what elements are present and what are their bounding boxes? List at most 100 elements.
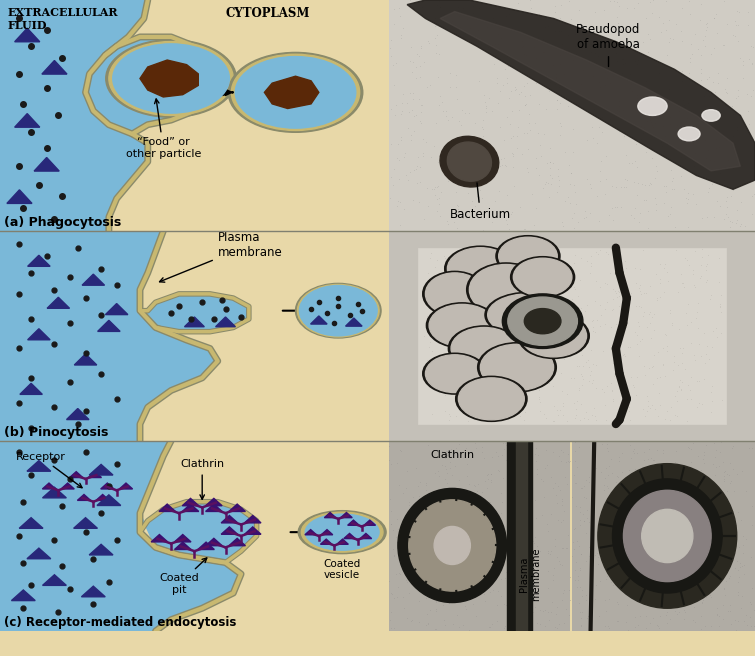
Polygon shape [34, 157, 59, 171]
Polygon shape [42, 575, 66, 585]
Text: (a) Phagocytosis: (a) Phagocytosis [4, 216, 121, 228]
Polygon shape [19, 518, 43, 528]
Ellipse shape [300, 285, 378, 336]
Ellipse shape [297, 285, 379, 337]
Circle shape [231, 54, 359, 131]
Bar [507, 441, 532, 631]
Circle shape [305, 514, 379, 550]
Ellipse shape [447, 142, 492, 181]
Text: Coated
pit: Coated pit [159, 558, 207, 595]
Polygon shape [61, 483, 74, 489]
Ellipse shape [521, 315, 587, 357]
Polygon shape [82, 274, 104, 285]
Polygon shape [77, 495, 91, 501]
Polygon shape [205, 539, 222, 546]
Text: Clathrin: Clathrin [430, 450, 474, 461]
Polygon shape [360, 533, 371, 539]
Polygon shape [229, 539, 245, 546]
Ellipse shape [518, 314, 590, 358]
Polygon shape [229, 504, 245, 512]
Text: Clathrin: Clathrin [180, 459, 224, 499]
Polygon shape [205, 499, 222, 506]
Polygon shape [341, 512, 353, 518]
Polygon shape [140, 294, 249, 332]
Polygon shape [7, 190, 32, 203]
Polygon shape [325, 512, 336, 518]
Polygon shape [97, 495, 121, 506]
Polygon shape [74, 518, 97, 528]
Polygon shape [14, 113, 40, 127]
Polygon shape [96, 495, 109, 501]
Polygon shape [42, 487, 66, 498]
Text: Plasma
membrane: Plasma membrane [159, 231, 282, 282]
Polygon shape [174, 542, 191, 550]
Circle shape [106, 40, 236, 117]
Ellipse shape [485, 293, 571, 337]
Polygon shape [28, 329, 50, 340]
Ellipse shape [295, 283, 381, 338]
Circle shape [678, 127, 700, 141]
Bar [418, 248, 726, 424]
Polygon shape [14, 28, 40, 42]
Polygon shape [159, 504, 175, 512]
Circle shape [598, 464, 737, 608]
Ellipse shape [448, 248, 513, 290]
Polygon shape [321, 529, 333, 535]
Ellipse shape [470, 264, 543, 315]
Polygon shape [69, 472, 83, 478]
Circle shape [642, 509, 693, 563]
Polygon shape [106, 304, 128, 315]
Polygon shape [20, 383, 42, 394]
Polygon shape [42, 483, 56, 489]
Text: Plasma
membrane: Plasma membrane [519, 547, 541, 601]
Polygon shape [245, 516, 261, 523]
Ellipse shape [508, 297, 578, 345]
Ellipse shape [513, 258, 572, 296]
Polygon shape [27, 548, 51, 559]
Ellipse shape [502, 294, 583, 348]
Circle shape [624, 490, 711, 582]
Ellipse shape [448, 326, 519, 371]
Polygon shape [174, 535, 191, 542]
Ellipse shape [510, 256, 575, 298]
Circle shape [298, 510, 386, 554]
Text: Pseudopod
of amoeba: Pseudopod of amoeba [576, 23, 641, 66]
Polygon shape [97, 320, 120, 331]
Polygon shape [310, 316, 327, 324]
Ellipse shape [456, 377, 527, 421]
Polygon shape [11, 590, 35, 601]
Ellipse shape [496, 236, 560, 277]
Text: CYTOPLASM: CYTOPLASM [226, 7, 310, 20]
Polygon shape [74, 354, 97, 365]
Ellipse shape [478, 342, 556, 392]
Text: Bacterium: Bacterium [450, 183, 511, 221]
Polygon shape [337, 539, 348, 544]
Ellipse shape [451, 327, 517, 369]
Polygon shape [305, 529, 316, 535]
Text: (c) Receptor-mediated endocytosis: (c) Receptor-mediated endocytosis [4, 616, 236, 629]
Circle shape [236, 56, 356, 128]
Polygon shape [198, 542, 214, 550]
Ellipse shape [423, 272, 487, 316]
Polygon shape [205, 504, 222, 512]
Polygon shape [347, 520, 359, 525]
Polygon shape [47, 297, 69, 308]
Circle shape [638, 97, 667, 115]
Circle shape [702, 110, 720, 121]
Polygon shape [182, 504, 199, 512]
Polygon shape [119, 483, 133, 489]
Polygon shape [264, 76, 319, 108]
Polygon shape [89, 544, 113, 555]
Polygon shape [151, 535, 168, 542]
Circle shape [301, 512, 383, 552]
Text: Receptor: Receptor [16, 452, 82, 487]
Polygon shape [85, 37, 217, 161]
Bar [516, 441, 526, 631]
Polygon shape [28, 255, 50, 266]
Circle shape [408, 500, 496, 591]
Circle shape [109, 41, 233, 115]
Circle shape [228, 52, 362, 133]
Text: (b) Pinocytosis: (b) Pinocytosis [4, 426, 108, 439]
Ellipse shape [429, 304, 495, 346]
Ellipse shape [524, 308, 561, 334]
